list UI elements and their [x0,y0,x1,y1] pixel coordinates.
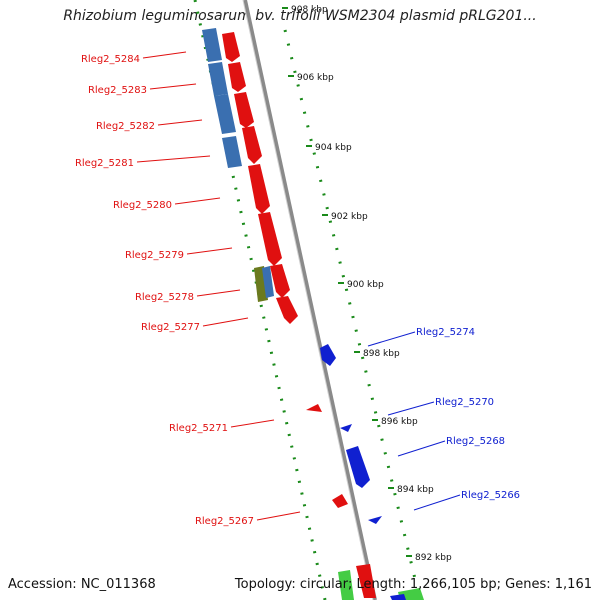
topology-summary: Topology: circular; Length: 1,266,105 bp… [234,577,592,592]
forward-gene-labels: Rleg2_5284 Rleg2_5283 Rleg2_5282 Rleg2_5281… [75,51,301,527]
gene-arrow[interactable] [340,424,352,432]
tick-label: 892 kbp [415,553,452,563]
label-leader [149,83,197,90]
label-leader [413,494,461,511]
gene-arrow[interactable] [276,296,298,324]
gene-label[interactable]: Rleg2_5268 [446,436,505,447]
gene-arrow[interactable] [320,344,336,366]
feature-block[interactable] [208,62,228,96]
gene-label[interactable]: Rleg2_5274 [416,327,475,338]
gene-arrow[interactable] [248,164,270,214]
forward-gene-track [222,32,376,598]
gene-label[interactable]: Rleg2_5280 [113,200,172,211]
label-leader [256,511,301,521]
gene-arrow[interactable] [228,62,246,92]
map-title: Rhizobium leguminosarum bv. trifolii WSM… [63,8,537,24]
gene-arrow[interactable] [356,564,376,598]
gene-label[interactable]: Rleg2_5271 [169,423,228,434]
gene-label[interactable]: Rleg2_5279 [125,250,184,261]
gene-label[interactable]: Rleg2_5277 [141,322,200,333]
tick-label: 908 kbp [291,5,328,15]
feature-block[interactable] [262,266,274,298]
label-leader [367,331,416,347]
label-leader [142,51,187,59]
gene-arrow[interactable] [258,212,282,266]
label-leader [136,155,211,163]
gene-label[interactable]: Rleg2_5281 [75,158,134,169]
label-leader [387,401,435,416]
tick-label: 904 kbp [315,143,352,153]
label-leader [174,197,221,205]
reverse-gene-labels: Rleg2_5274 Rleg2_5270 Rleg2_5268 Rleg2_5266 [367,327,520,511]
gene-arrow[interactable] [368,516,382,524]
gene-label[interactable]: Rleg2_5270 [435,397,494,408]
gene-arrow[interactable] [306,404,322,412]
scale-ticks: 908 kbp 906 kbp 904 kbp 902 kbp 900 kbp 898 k… [282,5,452,563]
tick-label: 894 kbp [397,485,434,495]
gene-label[interactable]: Rleg2_5278 [135,292,194,303]
gene-arrow[interactable] [234,92,254,128]
gene-arrow[interactable] [332,494,348,508]
accession-label: Accession: NC_011368 [8,577,156,592]
backbone-line [243,0,377,600]
feature-track [202,28,424,600]
gene-label[interactable]: Rleg2_5267 [195,516,254,527]
label-leader [202,317,249,327]
gene-label[interactable]: Rleg2_5284 [81,54,140,65]
gene-arrow[interactable] [242,126,262,164]
gene-arrow[interactable] [390,594,406,600]
feature-block[interactable] [222,136,242,168]
tick-label: 900 kbp [347,280,384,290]
feature-block[interactable] [214,94,236,134]
gene-arrow[interactable] [222,32,240,62]
tick-label: 896 kbp [381,417,418,427]
reverse-gene-track [320,344,406,600]
label-leader [397,440,446,457]
feature-block[interactable] [338,570,354,600]
label-leader [186,247,233,255]
gene-arrow[interactable] [346,446,370,488]
tick-label: 902 kbp [331,212,368,222]
gene-arrow[interactable] [270,264,290,298]
gene-label[interactable]: Rleg2_5266 [461,490,520,501]
tick-label: 906 kbp [297,73,334,83]
label-leader [157,119,203,126]
backbone-highlight [242,0,374,600]
gene-label[interactable]: Rleg2_5283 [88,85,147,96]
label-leader [196,289,241,297]
feature-block[interactable] [202,28,222,62]
gc-track-outer [283,29,422,600]
label-leader [230,419,275,428]
tick-label: 898 kbp [363,349,400,359]
gene-label[interactable]: Rleg2_5282 [96,121,155,132]
